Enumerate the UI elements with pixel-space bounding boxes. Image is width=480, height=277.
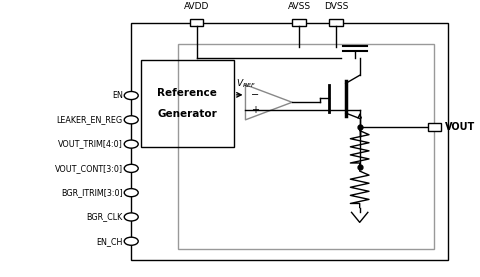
Text: Generator: Generator (157, 109, 217, 119)
Bar (428, 122, 441, 131)
Circle shape (124, 189, 138, 197)
Text: $V_{REF}$: $V_{REF}$ (236, 78, 256, 90)
Text: VOUT_TRIM[4:0]: VOUT_TRIM[4:0] (58, 140, 123, 148)
Text: EN_CH: EN_CH (96, 237, 123, 246)
Bar (329, 19, 343, 27)
Text: VOUT_CONT[3:0]: VOUT_CONT[3:0] (55, 164, 123, 173)
Bar (131, 23, 448, 260)
Bar (190, 19, 204, 27)
Text: EN: EN (112, 91, 123, 100)
Text: LEAKER_EN_REG: LEAKER_EN_REG (57, 115, 123, 124)
Circle shape (124, 116, 138, 124)
Circle shape (124, 237, 138, 245)
Text: AVDD: AVDD (184, 2, 209, 11)
Circle shape (124, 91, 138, 99)
Text: BGR_CLK: BGR_CLK (86, 212, 123, 221)
Text: −: − (251, 90, 259, 100)
Text: +: + (251, 105, 259, 115)
Text: Reference: Reference (157, 88, 217, 98)
Bar (141, 60, 234, 147)
Circle shape (124, 164, 138, 172)
Text: DVSS: DVSS (324, 2, 348, 11)
Text: AVSS: AVSS (288, 2, 311, 11)
Text: BGR_ITRIM[3:0]: BGR_ITRIM[3:0] (61, 188, 123, 197)
Circle shape (124, 213, 138, 221)
Bar (178, 44, 434, 249)
Circle shape (124, 140, 138, 148)
Text: VOUT: VOUT (444, 122, 475, 132)
Bar (292, 19, 306, 27)
